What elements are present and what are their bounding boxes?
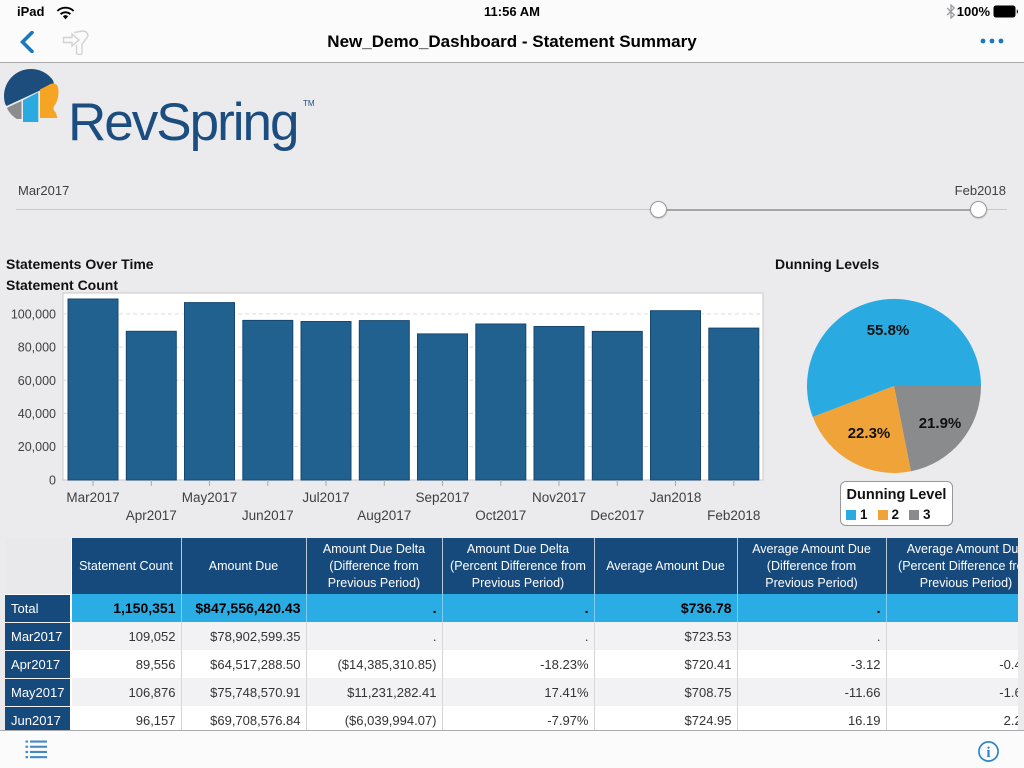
svg-text:i: i <box>986 745 990 761</box>
svg-text:Apr2017: Apr2017 <box>126 508 177 523</box>
svg-text:55.8%: 55.8% <box>867 322 910 339</box>
svg-text:22.3%: 22.3% <box>848 425 891 442</box>
svg-text:100,000: 100,000 <box>11 307 56 321</box>
svg-text:Dec2017: Dec2017 <box>590 508 644 523</box>
svg-text:20,000: 20,000 <box>18 440 56 454</box>
svg-text:Oct2017: Oct2017 <box>475 508 526 523</box>
svg-text:Mar2017: Mar2017 <box>66 490 119 505</box>
svg-text:Jan2018: Jan2018 <box>650 490 702 505</box>
svg-text:Sep2017: Sep2017 <box>415 490 469 505</box>
svg-text:40,000: 40,000 <box>18 407 56 421</box>
svg-text:0: 0 <box>49 473 56 487</box>
svg-text:Jul2017: Jul2017 <box>302 490 349 505</box>
svg-text:Feb2018: Feb2018 <box>707 508 760 523</box>
svg-text:Nov2017: Nov2017 <box>532 490 586 505</box>
svg-text:May2017: May2017 <box>182 490 238 505</box>
svg-text:80,000: 80,000 <box>18 341 56 355</box>
svg-text:Aug2017: Aug2017 <box>357 508 411 523</box>
svg-text:Jun2017: Jun2017 <box>242 508 294 523</box>
svg-text:60,000: 60,000 <box>18 374 56 388</box>
svg-text:21.9%: 21.9% <box>919 415 962 432</box>
